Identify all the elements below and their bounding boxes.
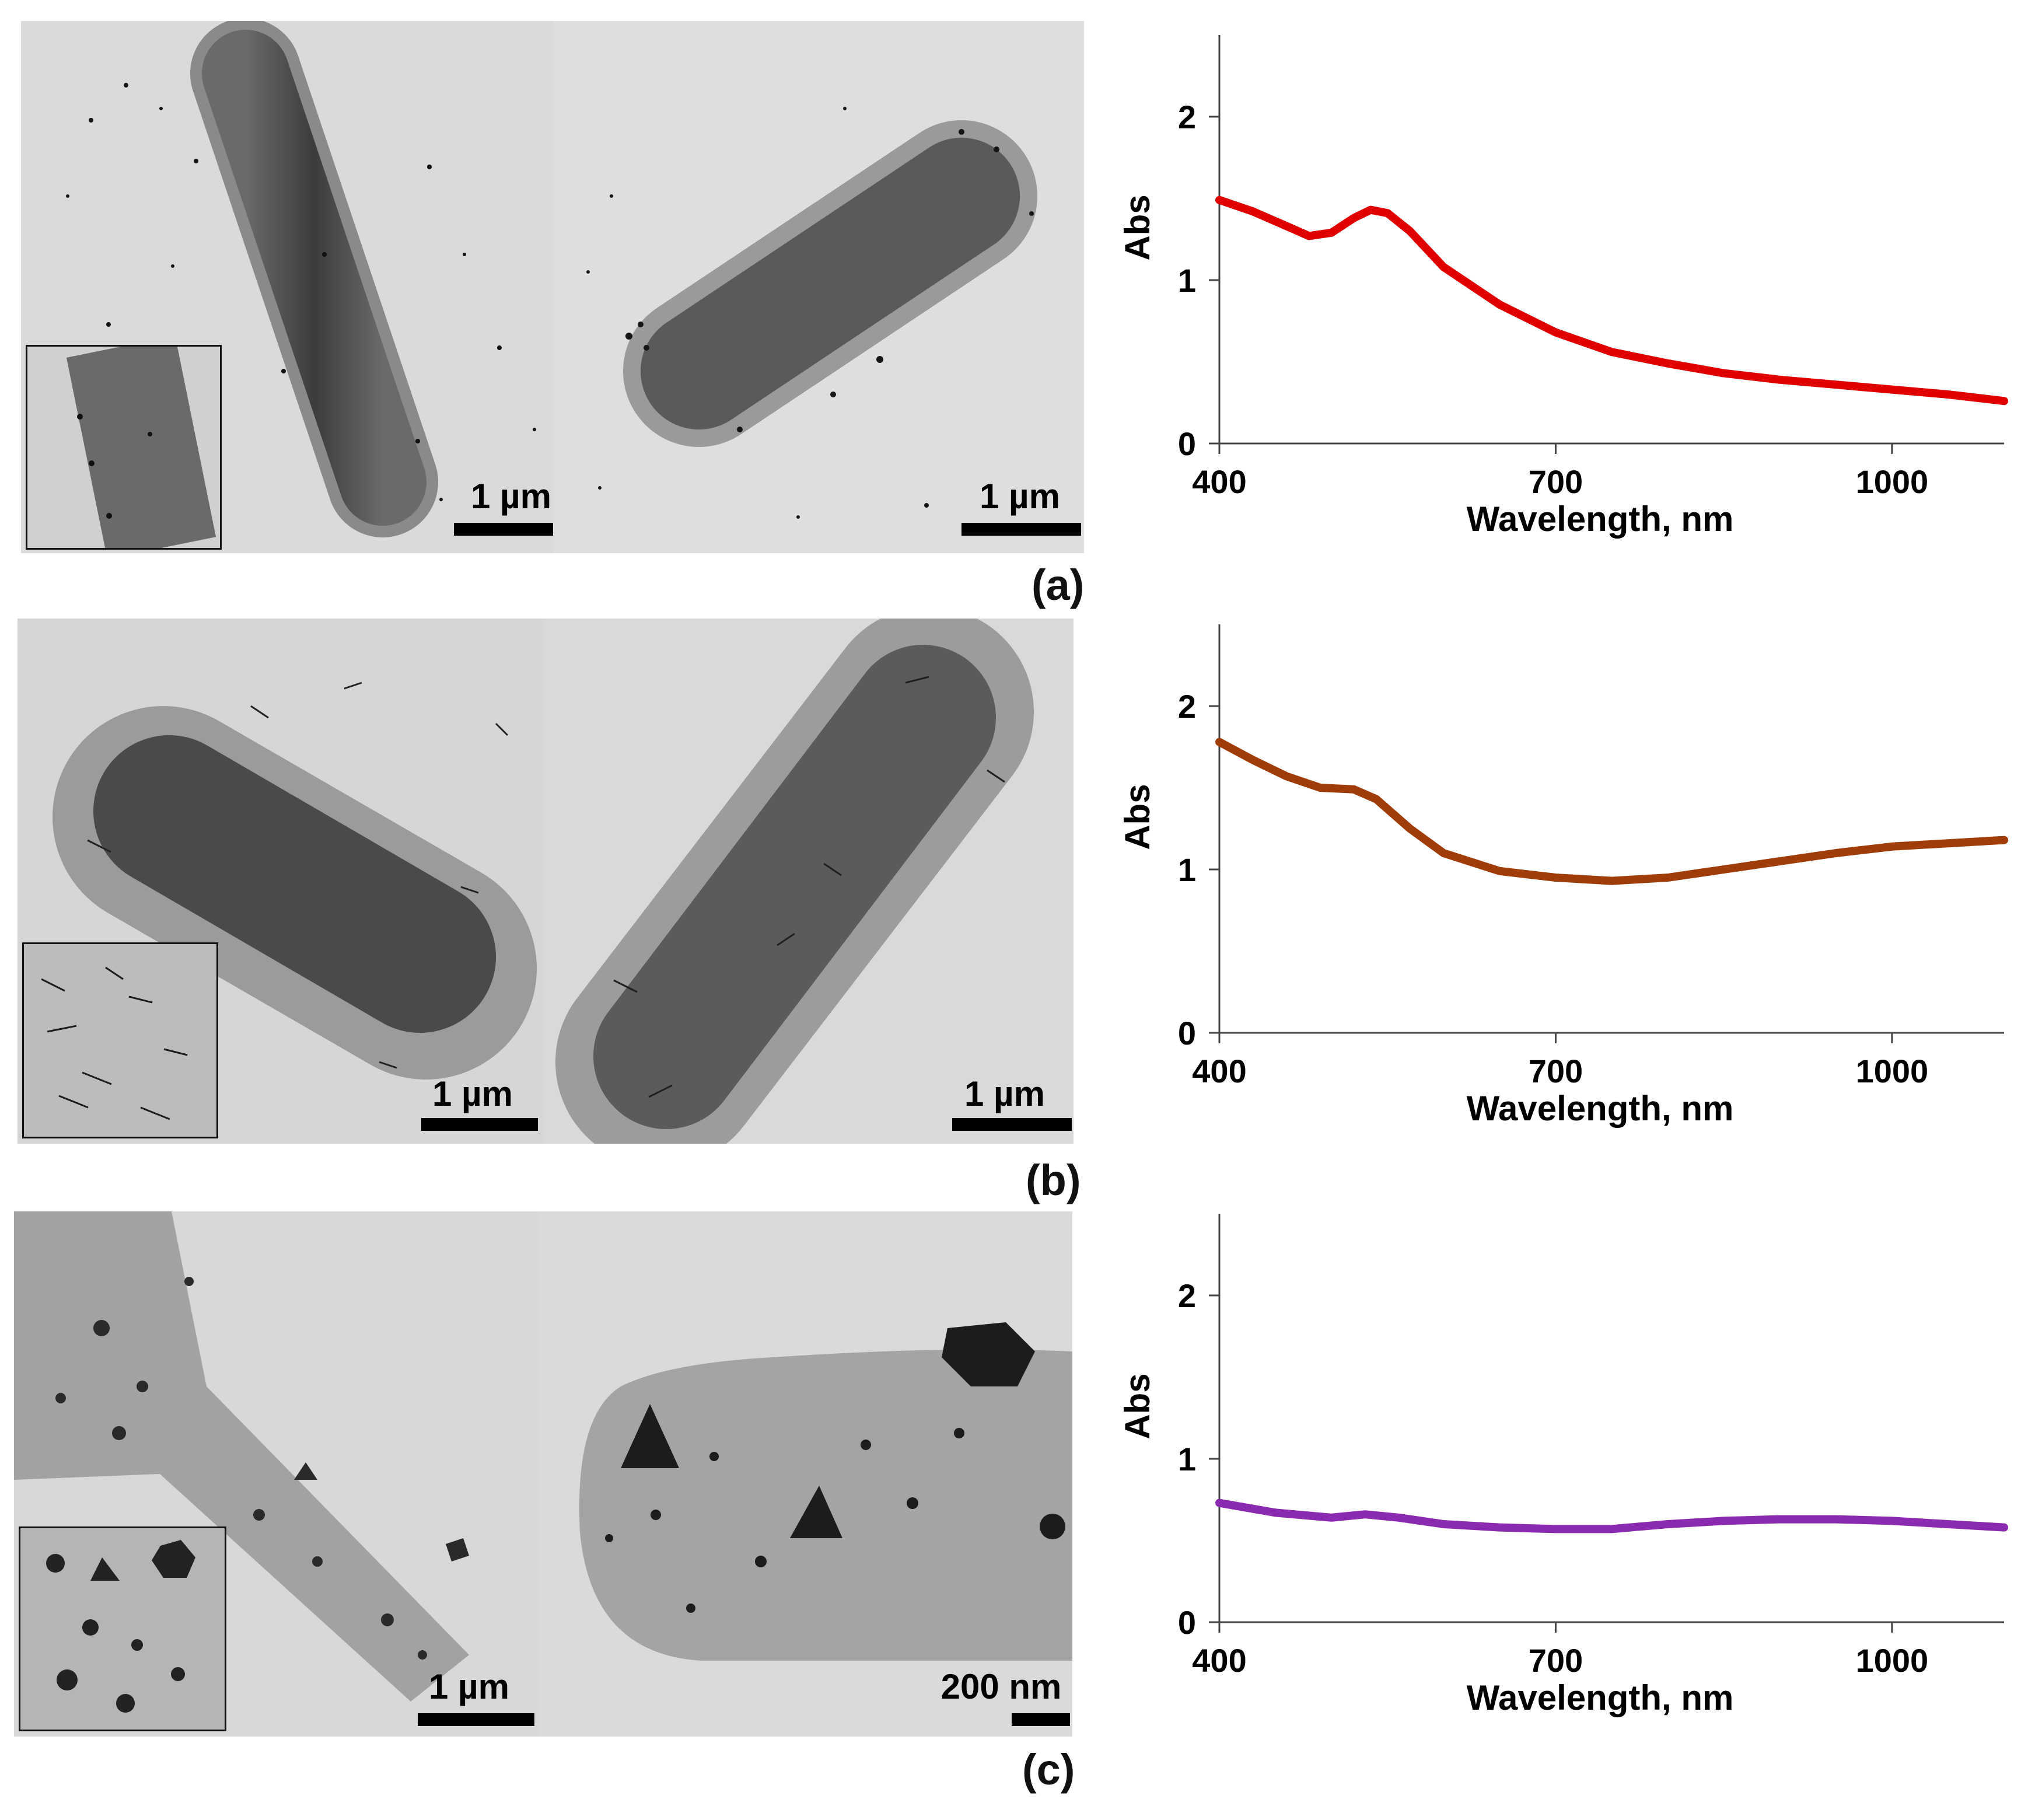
y-tick-label: 2 [1178,1277,1196,1314]
y-axis-label: Abs [1118,784,1157,850]
panel-label-a: (a) [1032,561,1085,609]
y-tick-label: 0 [1178,425,1196,462]
y-tick-label: 0 [1178,1604,1196,1641]
y-tick-label: 1 [1178,262,1196,299]
x-tick-label: 1000 [1856,1053,1929,1089]
y-tick-label: 0 [1178,1015,1196,1052]
tem-image-a-right: 1 µm [553,21,1084,553]
scalebar-label: 200 nm [940,1667,1062,1706]
x-tick-label: 700 [1529,1642,1583,1679]
x-tick-label: 400 [1192,1642,1246,1679]
scalebar [961,523,1081,536]
panel-label-c: (c) [1022,1745,1075,1794]
y-tick-label: 2 [1178,688,1196,725]
x-tick-label: 1000 [1856,1642,1929,1679]
scalebar [1012,1713,1070,1726]
tem-image-a-left: 1 µm [21,21,553,553]
tem-image-b-left: 1 µm [18,619,544,1144]
x-axis-label: Wavelength, nm [1467,1678,1734,1717]
y-tick-label: 1 [1178,1441,1196,1477]
y-tick-label: 1 [1178,851,1196,888]
x-tick-label: 700 [1529,463,1583,500]
scalebar-label: 1 µm [964,1074,1045,1113]
tem-image-c-right: 200 nm [539,1211,1072,1737]
x-axis-label: Wavelength, nm [1467,499,1734,539]
tem-inset-a [26,345,222,550]
tem-image-b-right: 1 µm [544,619,1074,1144]
y-tick-label: 2 [1178,99,1196,135]
x-axis-label: Wavelength, nm [1467,1089,1734,1128]
absorbance-chart-a: 0 1 2 400 700 1000 Wavelength, nm Abs [1085,18,2013,566]
scalebar-label: 1 µm [432,1074,513,1113]
absorbance-chart-c: 0 1 2 400 700 1000 Wavelength, nm Abs [1085,1196,2013,1745]
scalebar-label: 1 µm [471,477,551,516]
series-line [1215,1498,2008,1533]
scalebar-label: 1 µm [980,477,1060,516]
tem-inset-b [22,942,218,1138]
scalebar-label: 1 µm [429,1667,509,1706]
series-line [1215,738,2008,885]
x-tick-label: 400 [1192,463,1246,500]
tem-image-c-left: 1 µm [14,1211,539,1737]
absorbance-chart-b: 0 1 2 400 700 1000 Wavelength, nm Abs [1085,607,2013,1150]
x-tick-label: 400 [1192,1053,1246,1089]
scalebar [454,523,553,536]
panel-label-b: (b) [1026,1156,1081,1204]
scalebar [421,1118,538,1131]
x-tick-label: 1000 [1856,463,1929,500]
series-line [1215,195,2008,406]
y-axis-label: Abs [1118,1373,1157,1439]
tem-inset-c [19,1526,226,1731]
x-tick-label: 700 [1529,1053,1583,1089]
scalebar [418,1713,534,1726]
y-axis-label: Abs [1118,194,1157,260]
scalebar [952,1118,1072,1131]
